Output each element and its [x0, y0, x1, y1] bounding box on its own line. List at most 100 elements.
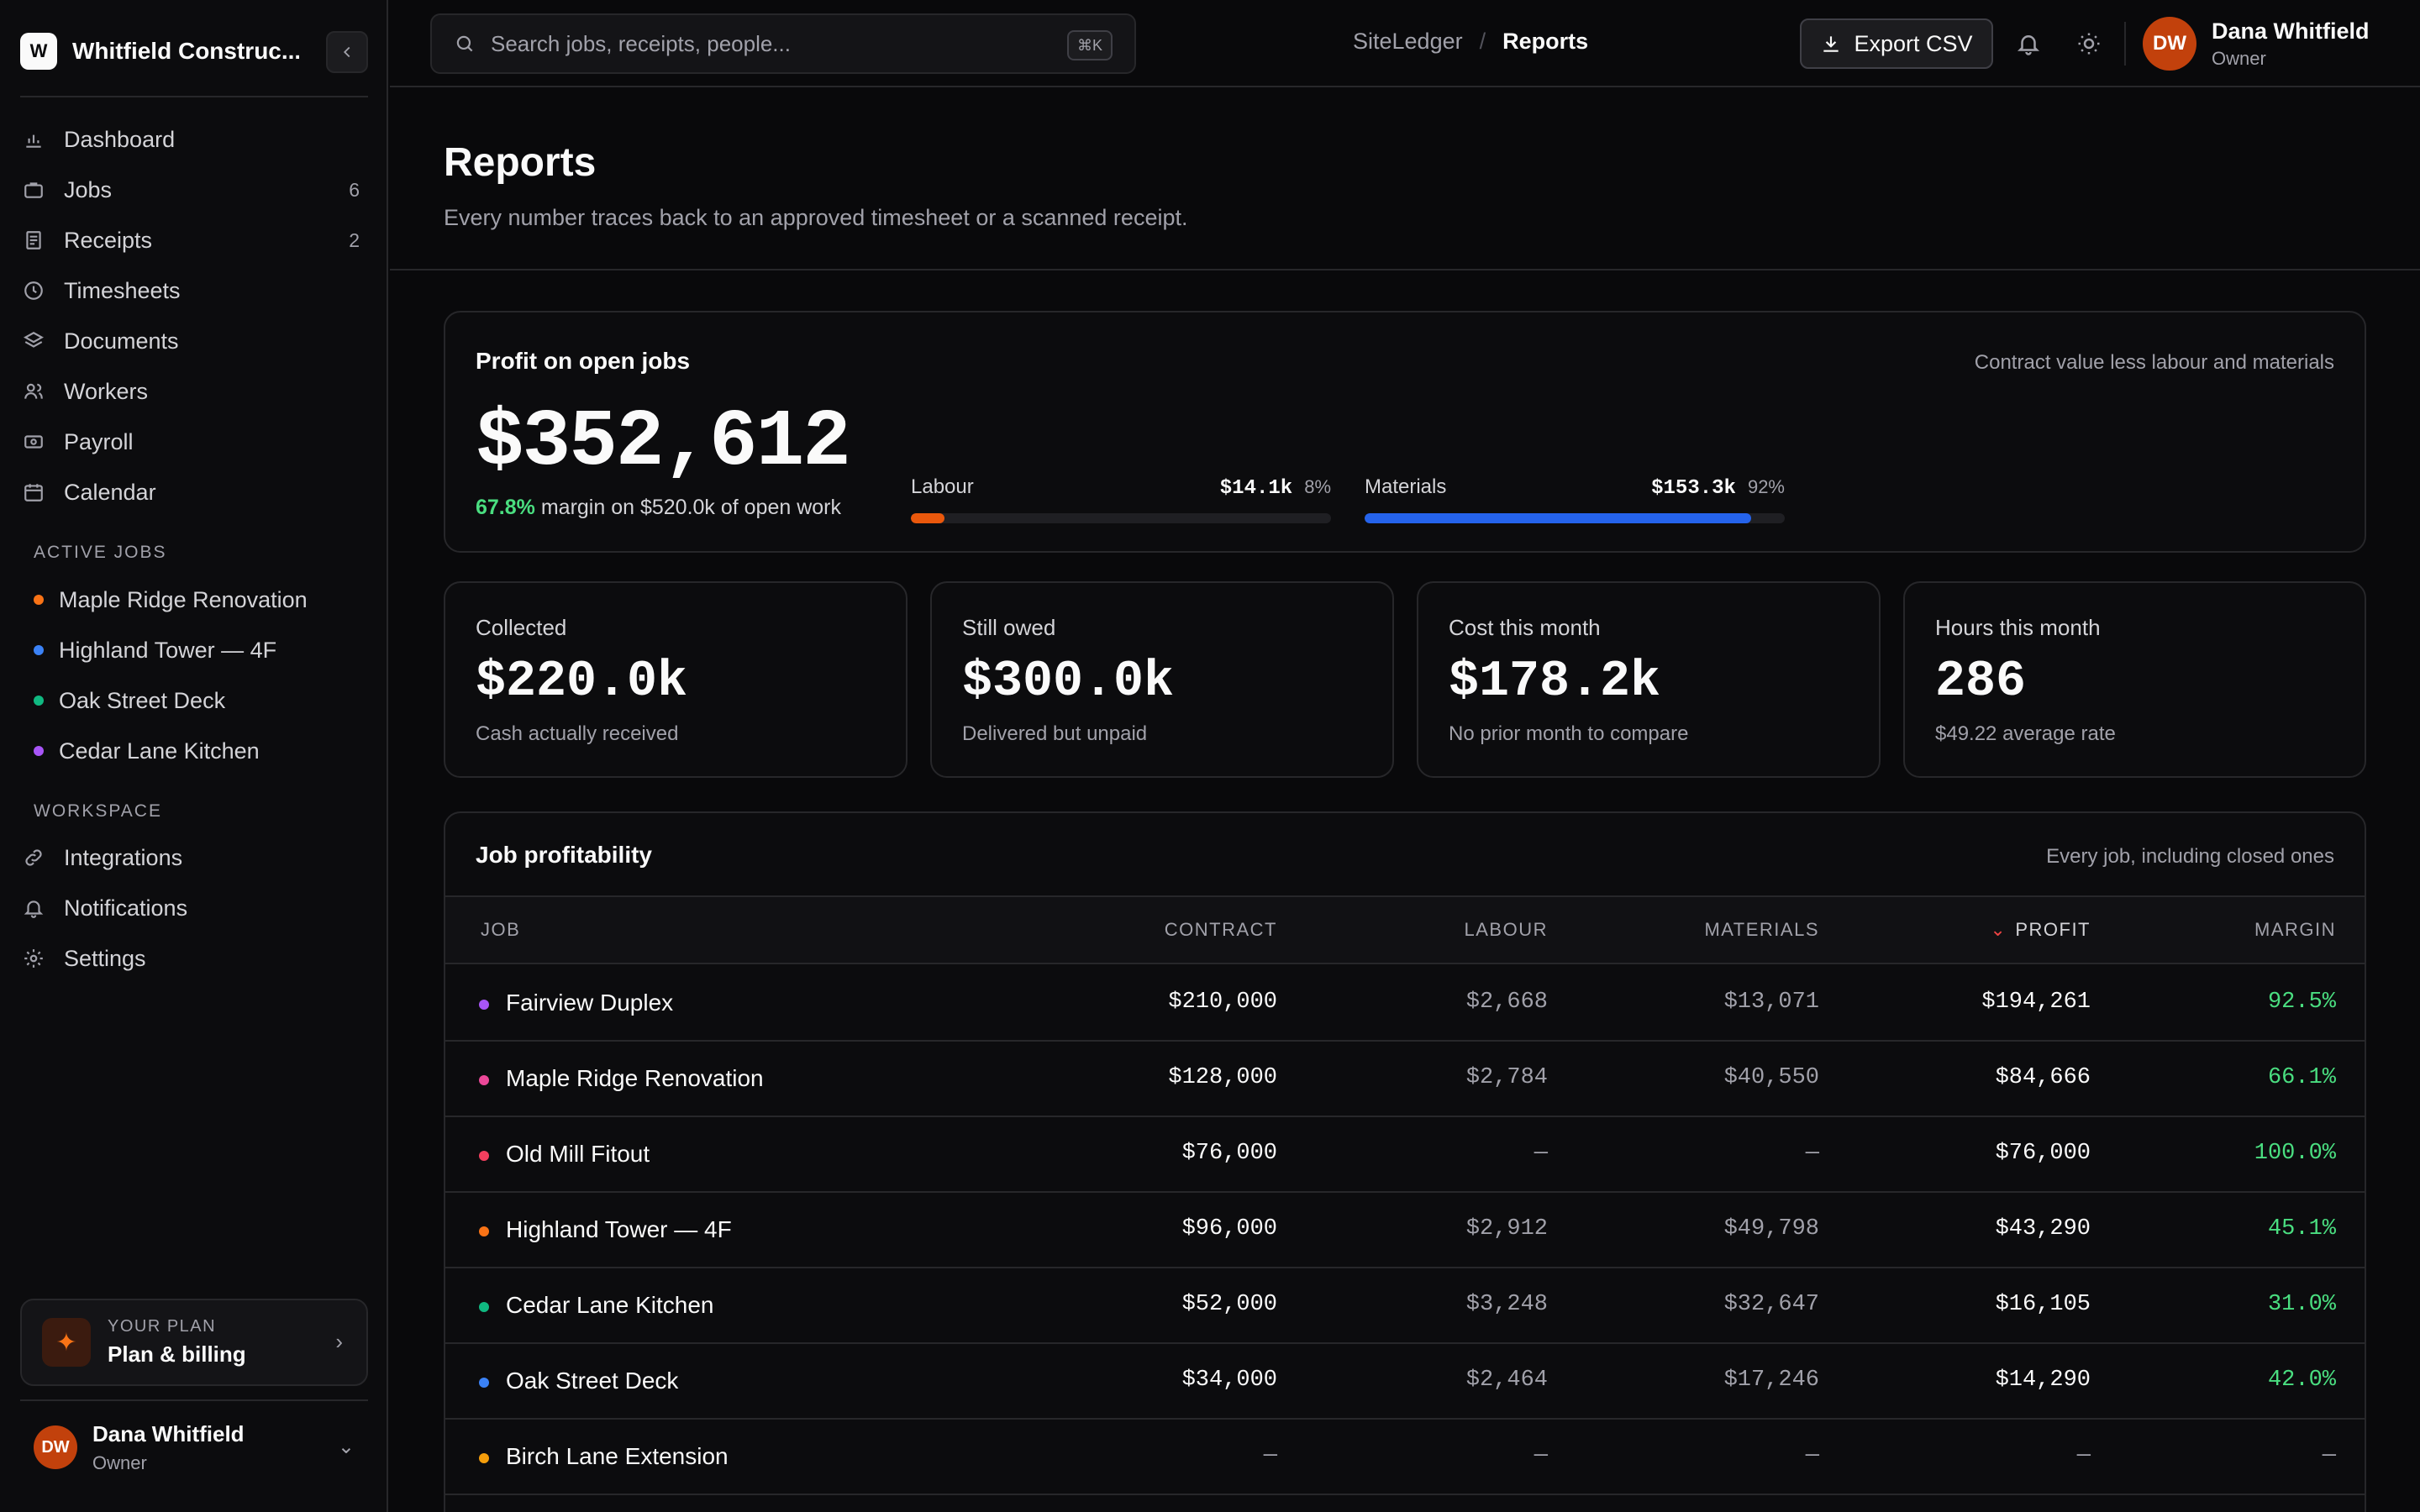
plan-title: Plan & billing	[108, 1341, 246, 1367]
nav-item-payroll[interactable]: Payroll	[20, 417, 368, 467]
cell-contract: $34,000	[1181, 1368, 1277, 1393]
table-row[interactable]: Fairview Duplex $210,000 $2,668 $13,071 $194…	[445, 966, 2365, 1042]
breadcrumb-root[interactable]: SiteLedger	[1353, 29, 1463, 54]
labour-bar: Labour $14.1k 8%	[911, 475, 1331, 523]
profit-title: Profit on open jobs	[476, 348, 691, 374]
briefcase-icon	[20, 176, 47, 203]
nav-label: Integrations	[64, 844, 183, 870]
header-labour[interactable]: LABOUR	[1464, 919, 1548, 940]
active-job-label: Highland Tower — 4F	[59, 637, 277, 663]
nav-item-settings[interactable]: Settings	[20, 933, 368, 984]
cell-labour: —	[1534, 1141, 1548, 1166]
nav-item-workers[interactable]: Workers	[20, 366, 368, 417]
nav-item-dashboard[interactable]: Dashboard	[20, 114, 368, 165]
avatar: DW	[2143, 17, 2196, 71]
breadcrumb-current: Reports	[1502, 29, 1589, 54]
stat-value: $178.2k	[1449, 654, 1661, 711]
stat-sub: No prior month to compare	[1449, 722, 1689, 745]
workspace-switcher[interactable]: W Whitfield Construc...	[20, 29, 368, 74]
table-row[interactable]: Oak Street Deck $34,000 $2,464 $17,246 $14,2…	[445, 1344, 2365, 1420]
theme-toggle-button[interactable]	[2070, 25, 2107, 62]
materials-percent: 92%	[1747, 476, 1785, 497]
export-csv-button[interactable]: Export CSV	[1800, 18, 1993, 69]
page-subtitle: Every number traces back to an approved …	[444, 205, 1188, 230]
layers-icon	[20, 328, 47, 354]
calendar-icon	[20, 479, 47, 506]
job-color-dot	[479, 1226, 489, 1236]
job-color-dot	[34, 645, 44, 655]
users-icon	[20, 378, 47, 405]
nav-item-jobs[interactable]: Jobs 6	[20, 165, 368, 215]
clock-icon	[20, 277, 47, 304]
table-row[interactable]: Maple Ridge Renovation $128,000 $2,784 $40,…	[445, 1042, 2365, 1117]
nav-item-calendar[interactable]: Calendar	[20, 467, 368, 517]
search-box[interactable]: ⌘K	[430, 13, 1136, 74]
topbar: ⌘K SiteLedger / Reports Export CSV DW Da…	[390, 0, 2420, 87]
table-row[interactable]: Old Mill Fitout $76,000 — — $76,000 100.0%	[445, 1117, 2365, 1193]
user-name: Dana Whitfield	[2212, 18, 2370, 44]
search-icon	[456, 35, 473, 52]
header-profit[interactable]: ⌄ PROFIT	[1990, 919, 2091, 941]
sidebar-divider	[20, 96, 368, 97]
sun-icon	[2078, 33, 2100, 55]
nav-label: Notifications	[64, 895, 188, 921]
active-job-item[interactable]: Highland Tower — 4F	[20, 625, 368, 675]
chevron-right-icon: ›	[335, 1329, 343, 1354]
stat-sub: Cash actually received	[476, 722, 679, 745]
stat-label: Hours this month	[1935, 615, 2101, 640]
sidebar-divider	[20, 1399, 368, 1401]
search-input[interactable]	[491, 30, 1028, 57]
nav-item-documents[interactable]: Documents	[20, 316, 368, 366]
nav-label: Jobs	[64, 176, 113, 202]
breadcrumb-separator: /	[1479, 29, 1486, 54]
breadcrumb: SiteLedger / Reports	[1353, 29, 1588, 55]
topbar-user-menu[interactable]: DW Dana Whitfield Owner	[2143, 17, 2370, 71]
nav-item-notifications[interactable]: Notifications	[20, 883, 368, 933]
job-color-dot	[479, 1302, 489, 1312]
collapse-sidebar-button[interactable]	[326, 31, 368, 73]
bell-icon	[2017, 35, 2040, 55]
cell-materials: $32,647	[1723, 1292, 1819, 1317]
profit-margin: 67.8% margin on $520.0k of open work	[476, 496, 841, 520]
nav-label: Timesheets	[64, 277, 181, 303]
sidebar: W Whitfield Construc... Dashboard Jobs 6…	[0, 0, 388, 1512]
header-contract[interactable]: CONTRACT	[1164, 919, 1277, 940]
job-name: Birch Lane Extension	[506, 1443, 729, 1469]
active-job-item[interactable]: Maple Ridge Renovation	[20, 575, 368, 625]
job-name: Old Mill Fitout	[506, 1141, 650, 1167]
materials-bar-track	[1365, 513, 1785, 523]
table-row[interactable]: Cedar Lane Kitchen $52,000 $3,248 $32,647 $1…	[445, 1268, 2365, 1344]
active-job-item[interactable]: Cedar Lane Kitchen	[20, 726, 368, 776]
stat-card-still-owed: Still owed $300.0k Delivered but unpaid	[930, 581, 1394, 778]
header-job[interactable]: JOB	[481, 919, 521, 940]
header-profit-label: PROFIT	[2015, 919, 2091, 940]
materials-bar-fill	[1365, 513, 1751, 523]
user-menu[interactable]: DW Dana Whitfield Owner ⌄	[20, 1401, 368, 1494]
cell-materials: $13,071	[1723, 990, 1819, 1015]
job-color-dot	[479, 1151, 489, 1161]
nav-item-receipts[interactable]: Receipts 2	[20, 215, 368, 265]
margin-percent: 67.8%	[476, 496, 535, 519]
nav-item-timesheets[interactable]: Timesheets	[20, 265, 368, 316]
notifications-button[interactable]	[2010, 25, 2047, 62]
active-job-item[interactable]: Oak Street Deck	[20, 675, 368, 726]
active-jobs-heading: ACTIVE JOBS	[34, 543, 167, 562]
job-color-dot	[479, 1378, 489, 1388]
table-row[interactable]: Birch Lane Extension — — — — —	[445, 1420, 2365, 1495]
cell-labour: $2,912	[1465, 1216, 1548, 1242]
table-row[interactable]: Highland Tower — 4F $96,000 $2,912 $49,798 $…	[445, 1193, 2365, 1268]
plan-billing-card[interactable]: ✦ YOUR PLAN Plan & billing ›	[20, 1299, 368, 1386]
header-margin[interactable]: MARGIN	[2254, 919, 2336, 940]
cell-materials: $49,798	[1723, 1216, 1819, 1242]
header-materials[interactable]: MATERIALS	[1704, 919, 1819, 940]
active-job-label: Oak Street Deck	[59, 687, 226, 713]
export-label: Export CSV	[1854, 30, 1973, 56]
stat-label: Still owed	[962, 615, 1056, 640]
labour-label: Labour	[911, 475, 974, 498]
cell-margin: 45.1%	[2267, 1216, 2336, 1242]
sparkle-icon: ✦	[42, 1318, 91, 1367]
stat-card-collected: Collected $220.0k Cash actually received	[444, 581, 908, 778]
nav-item-integrations[interactable]: Integrations	[20, 832, 368, 883]
job-color-dot	[479, 1075, 489, 1085]
labour-percent: 8%	[1304, 476, 1331, 497]
